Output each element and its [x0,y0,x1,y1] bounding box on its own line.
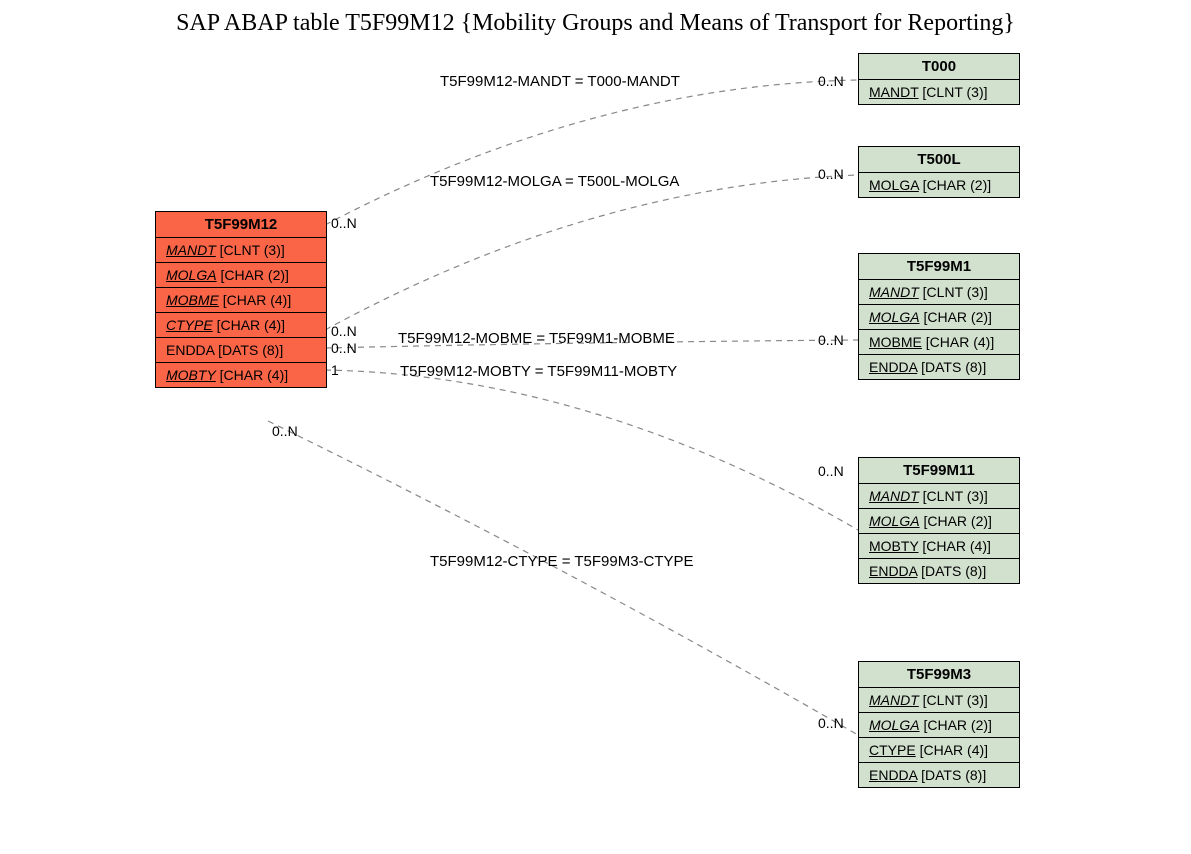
entity-field: MOLGA [CHAR (2)] [859,173,1019,197]
field-type: [DATS (8)] [917,359,986,375]
relationship-edge [268,421,858,735]
entity-field: MANDT [CLNT (3)] [859,280,1019,305]
field-name: MANDT [869,84,919,100]
entity-field: CTYPE [CHAR (4)] [156,313,326,338]
entity-t500l: T500LMOLGA [CHAR (2)] [858,146,1020,198]
field-name: ENDDA [869,767,917,783]
field-name: MOBTY [869,538,919,554]
entity-field: MOLGA [CHAR (2)] [859,305,1019,330]
entity-field: MOLGA [CHAR (2)] [859,509,1019,534]
entity-field: MOLGA [CHAR (2)] [156,263,326,288]
relationship-edge [325,80,858,225]
entity-header: T5F99M3 [859,662,1019,688]
field-type: [CHAR (2)] [920,717,992,733]
field-type: [CHAR (4)] [922,334,994,350]
field-type: [CHAR (2)] [919,177,991,193]
entity-field: MOLGA [CHAR (2)] [859,713,1019,738]
cardinality-source: 0..N [331,340,357,356]
field-type: [CHAR (4)] [213,317,285,333]
relationship-label: T5F99M12-MOBME = T5F99M1-MOBME [398,330,675,347]
field-type: [CLNT (3)] [919,488,988,504]
field-type: [CLNT (3)] [919,692,988,708]
cardinality-target: 0..N [818,332,844,348]
entity-header: T5F99M1 [859,254,1019,280]
field-type: [CLNT (3)] [919,284,988,300]
relationship-label: T5F99M12-CTYPE = T5F99M3-CTYPE [430,553,694,570]
entity-t5f99m3: T5F99M3MANDT [CLNT (3)]MOLGA [CHAR (2)]C… [858,661,1020,788]
field-name: MOLGA [869,177,919,193]
entity-field: ENDDA [DATS (8)] [859,763,1019,787]
field-type: [CHAR (2)] [920,513,992,529]
entity-field: MOBTY [CHAR (4)] [859,534,1019,559]
field-name: ENDDA [166,342,214,358]
field-name: MOLGA [869,513,920,529]
field-type: [CHAR (4)] [916,742,988,758]
entity-field: ENDDA [DATS (8)] [156,338,326,363]
cardinality-target: 0..N [818,73,844,89]
entity-t5f99m1: T5F99M1MANDT [CLNT (3)]MOLGA [CHAR (2)]M… [858,253,1020,380]
entity-field: MOBME [CHAR (4)] [859,330,1019,355]
cardinality-source: 1 [331,362,339,378]
field-type: [CLNT (3)] [919,84,988,100]
field-type: [DATS (8)] [917,767,986,783]
field-name: CTYPE [166,317,213,333]
relationship-edge [325,175,858,330]
field-type: [CHAR (2)] [920,309,992,325]
field-name: CTYPE [869,742,916,758]
field-name: ENDDA [869,563,917,579]
field-name: ENDDA [869,359,917,375]
relationship-edge [325,370,858,530]
entity-field: MOBME [CHAR (4)] [156,288,326,313]
field-name: MOLGA [869,717,920,733]
relationship-label: T5F99M12-MOLGA = T500L-MOLGA [430,173,679,190]
cardinality-source: 0..N [331,323,357,339]
field-name: MOLGA [166,267,217,283]
cardinality-target: 0..N [818,715,844,731]
field-name: MANDT [869,488,919,504]
diagram-title: SAP ABAP table T5F99M12 {Mobility Groups… [0,10,1191,37]
entity-field: ENDDA [DATS (8)] [859,355,1019,379]
cardinality-source: 0..N [272,423,298,439]
field-name: MANDT [869,692,919,708]
field-type: [CHAR (4)] [919,538,991,554]
field-name: MOBME [869,334,922,350]
field-type: [CHAR (4)] [219,292,291,308]
entity-header: T5F99M12 [156,212,326,238]
cardinality-target: 0..N [818,463,844,479]
relationship-label: T5F99M12-MANDT = T000-MANDT [440,73,680,90]
entity-field: MANDT [CLNT (3)] [859,80,1019,104]
field-name: MANDT [869,284,919,300]
field-type: [CHAR (4)] [216,367,288,383]
field-type: [CLNT (3)] [216,242,285,258]
cardinality-source: 0..N [331,215,357,231]
entity-header: T500L [859,147,1019,173]
field-name: MOBME [166,292,219,308]
entity-field: MANDT [CLNT (3)] [859,484,1019,509]
entity-field: MOBTY [CHAR (4)] [156,363,326,387]
field-type: [DATS (8)] [214,342,283,358]
entity-field: CTYPE [CHAR (4)] [859,738,1019,763]
entity-header: T000 [859,54,1019,80]
relationship-label: T5F99M12-MOBTY = T5F99M11-MOBTY [400,363,677,380]
entity-field: MANDT [CLNT (3)] [156,238,326,263]
entity-field: MANDT [CLNT (3)] [859,688,1019,713]
field-name: MOLGA [869,309,920,325]
entity-t5f99m11: T5F99M11MANDT [CLNT (3)]MOLGA [CHAR (2)]… [858,457,1020,584]
field-name: MOBTY [166,367,216,383]
field-type: [CHAR (2)] [217,267,289,283]
entity-field: ENDDA [DATS (8)] [859,559,1019,583]
entity-t5f99m12: T5F99M12MANDT [CLNT (3)]MOLGA [CHAR (2)]… [155,211,327,388]
entity-header: T5F99M11 [859,458,1019,484]
field-name: MANDT [166,242,216,258]
field-type: [DATS (8)] [917,563,986,579]
cardinality-target: 0..N [818,166,844,182]
entity-t000: T000MANDT [CLNT (3)] [858,53,1020,105]
